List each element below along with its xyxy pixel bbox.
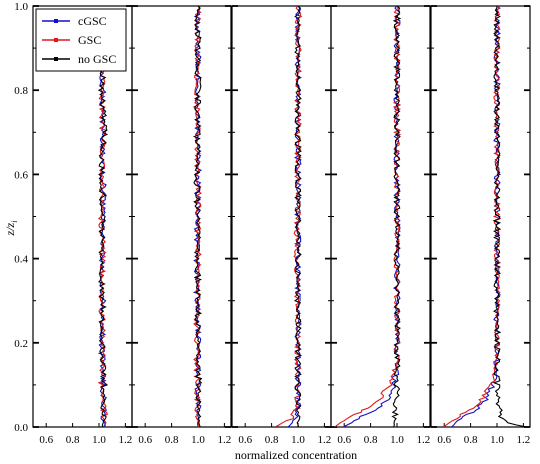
legend-label: no GSC (78, 52, 116, 66)
legend-entry: no GSC (42, 52, 116, 66)
y-axis: 0.0 0.2 0.4 0.6 0.8 1.0 (14, 1, 28, 434)
panel-frame (330, 5, 431, 428)
x-tick-label: 0.8 (364, 434, 378, 446)
x-tick-label: 0.6 (238, 434, 252, 446)
x-tick-label: 1.2 (417, 434, 431, 446)
series-line-no-gsc (97, 68, 109, 427)
series-line-cgsc (192, 6, 203, 427)
x-tick-label: 1.0 (390, 434, 404, 446)
series-line-no-gsc (293, 6, 302, 427)
legend: cGSC GSC no GSC (35, 8, 127, 72)
y-tick-label: 1.0 (14, 1, 28, 13)
x-tick-label: 1.0 (490, 434, 504, 446)
series-line-gsc (97, 69, 108, 427)
legend-label: GSC (78, 33, 101, 47)
x-tick-label: 0.6 (437, 434, 451, 446)
y-tick-label: 0.8 (14, 85, 28, 97)
legend-box (35, 8, 127, 72)
legend-label: cGSC (78, 14, 107, 28)
x-axis-label: normalized concentration (235, 448, 357, 462)
series-line-no-gsc (192, 6, 203, 427)
panel-4: 0.6 0.8 1.0 1.2 (330, 5, 431, 446)
x-tick-label: 0.8 (265, 434, 279, 446)
legend-marker (54, 57, 58, 61)
y-tick-label: 0.4 (14, 254, 28, 266)
legend-marker (54, 38, 58, 42)
series-line-gsc (334, 6, 402, 427)
series-line-cgsc (343, 6, 402, 427)
y-axis-label: z/zi (3, 221, 19, 237)
panels: 0.6 0.8 1.0 1.2 0.6 0.8 1.0 1.2 0.6 0.8 1.0 1.2 0.6 0… (32, 5, 531, 446)
x-tick-label: 1.2 (318, 434, 332, 446)
y-tick-label: 0.2 (14, 338, 28, 350)
x-tick-label: 1.2 (218, 434, 232, 446)
x-tick-label: 1.0 (191, 434, 205, 446)
y-tick-label: 0.6 (14, 169, 28, 181)
x-tick-label: 0.8 (464, 434, 478, 446)
series-line-no-gsc (391, 6, 402, 427)
x-tick-label: 0.6 (337, 434, 351, 446)
x-tick-label: 1.2 (119, 434, 133, 446)
x-tick-label: 1.0 (92, 434, 106, 446)
legend-marker (54, 19, 58, 23)
x-tick-label: 0.6 (39, 434, 53, 446)
series-line-gsc (443, 6, 502, 427)
series-line-cgsc (451, 6, 502, 427)
panel-2: 0.6 0.8 1.0 1.2 (131, 5, 232, 446)
panel-frame (131, 5, 232, 428)
x-tick-label: 1.2 (517, 434, 531, 446)
y-axis-label-sub: i (10, 221, 19, 223)
x-tick-label: 0.8 (165, 434, 179, 446)
panel-5: 0.6 0.8 1.0 1.2 (430, 5, 531, 446)
panel-frame (231, 5, 332, 428)
x-tick-label: 0.6 (138, 434, 152, 446)
panel-1: 0.6 0.8 1.0 1.2 (32, 5, 133, 446)
series-line-no-gsc (492, 6, 527, 427)
y-tick-label: 0.0 (14, 422, 28, 434)
legend-entry: cGSC (42, 14, 107, 28)
legend-entry: GSC (42, 33, 101, 47)
x-tick-label: 0.8 (66, 434, 80, 446)
panel-frame (430, 5, 531, 428)
y-axis-label-main: z/z (3, 222, 17, 236)
x-tick-label: 1.0 (291, 434, 305, 446)
panel-3: 0.6 0.8 1.0 1.2 (231, 5, 332, 446)
